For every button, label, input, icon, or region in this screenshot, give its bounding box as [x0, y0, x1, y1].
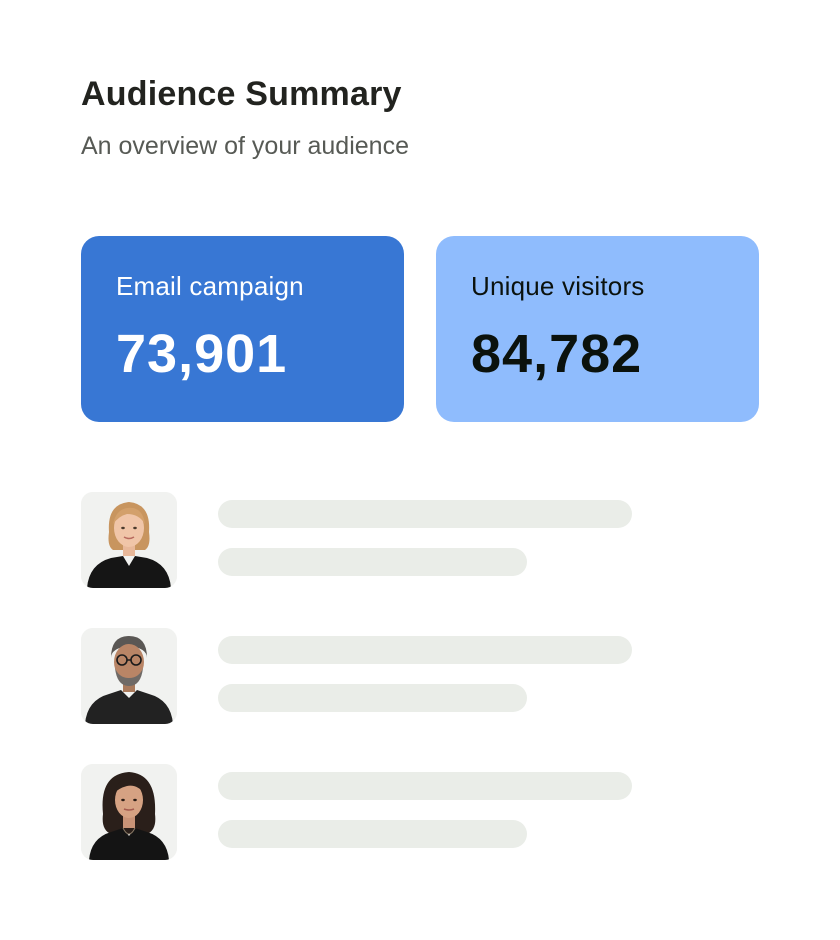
summary-header: Audience Summary An overview of your aud… [81, 73, 409, 161]
placeholder-line [218, 772, 632, 800]
audience-list-item[interactable] [81, 628, 641, 724]
placeholder-line [218, 500, 632, 528]
unique-visitors-card[interactable]: Unique visitors 84,782 [436, 236, 759, 422]
placeholder-line [218, 636, 632, 664]
audience-list [81, 492, 641, 900]
placeholder-line [218, 684, 527, 712]
placeholder-line [218, 820, 527, 848]
email-campaign-value: 73,901 [116, 324, 288, 384]
audience-list-item[interactable] [81, 764, 641, 860]
unique-visitors-label: Unique visitors [471, 271, 645, 301]
email-campaign-label: Email campaign [116, 271, 304, 301]
email-campaign-card[interactable]: Email campaign 73,901 [81, 236, 404, 422]
placeholder-line [218, 548, 527, 576]
page-title: Audience Summary [81, 75, 402, 113]
man-glasses-avatar-icon [81, 628, 177, 724]
page-subtitle: An overview of your audience [81, 132, 409, 160]
woman-blonde-avatar-icon [81, 492, 177, 588]
woman-dark-hair-avatar-icon [81, 764, 177, 860]
unique-visitors-value: 84,782 [471, 324, 643, 384]
audience-list-item[interactable] [81, 492, 641, 588]
